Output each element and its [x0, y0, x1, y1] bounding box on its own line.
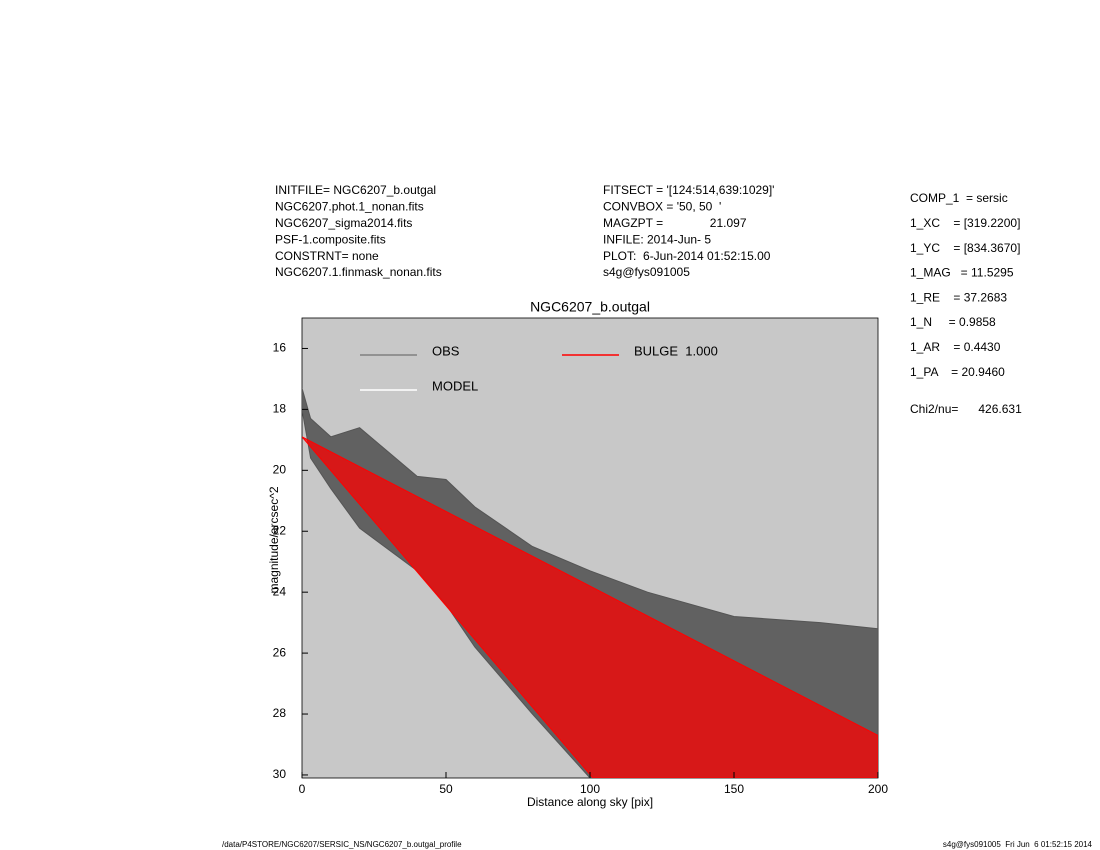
header-mid-line: MAGZPT = 21.097 [603, 216, 747, 230]
band-area [302, 436, 878, 778]
x-tick-label: 100 [580, 782, 600, 796]
header-left-line: NGC6207_sigma2014.fits [275, 216, 412, 230]
legend-label: OBS [432, 343, 460, 358]
footer-left: /data/P4STORE/NGC6207/SERSIC_NS/NGC6207_… [222, 840, 462, 849]
plot-data [302, 387, 878, 778]
x-tick-label: 200 [868, 782, 888, 796]
chart-title: NGC6207_b.outgal [530, 299, 650, 315]
header-mid-line: s4g@fys091005 [603, 265, 690, 279]
y-tick-label: 28 [273, 706, 287, 720]
param-line: 1_N = 0.9858 [910, 315, 996, 329]
y-tick-label: 24 [273, 584, 287, 598]
param-line: 1_YC = [834.3670] [910, 241, 1020, 255]
param-line: COMP_1 = sersic [910, 191, 1008, 205]
y-axis-label: magnitude/arcsec^2 [267, 486, 281, 593]
footer-right: s4g@fys091005 Fri Jun 6 01:52:15 2014 [943, 840, 1093, 849]
y-tick-label: 30 [273, 767, 287, 781]
header-left-line: NGC6207.phot.1_nonan.fits [275, 200, 424, 214]
y-tick-label: 20 [273, 462, 287, 476]
param-line: 1_AR = 0.4430 [910, 340, 1001, 354]
header-left-line: INITFILE= NGC6207_b.outgal [275, 183, 436, 197]
param-line: 1_MAG = 11.5295 [910, 266, 1014, 280]
y-tick-label: 16 [273, 341, 287, 355]
x-tick-label: 0 [299, 782, 306, 796]
param-line: 1_PA = 20.9460 [910, 365, 1005, 379]
header-mid-line: CONVBOX = '50, 50 ' [603, 200, 721, 214]
legend-label: BULGE 1.000 [634, 343, 718, 358]
x-tick-label: 150 [724, 782, 744, 796]
legend-label: MODEL [432, 378, 478, 393]
y-tick-label: 22 [273, 523, 287, 537]
header-mid-line: FITSECT = '[124:514,639:1029]' [603, 183, 774, 197]
header-left-line: PSF-1.composite.fits [275, 232, 386, 246]
param-line: 1_XC = [319.2200] [910, 216, 1020, 230]
y-tick-label: 26 [273, 645, 287, 659]
header-mid-line: INFILE: 2014-Jun- 5 [603, 232, 711, 246]
chi2: Chi2/nu= 426.631 [910, 402, 1022, 416]
x-axis-label: Distance along sky [pix] [527, 795, 653, 809]
header-left-line: CONSTRNT= none [275, 249, 379, 263]
y-tick-label: 18 [273, 402, 287, 416]
header-mid-line: PLOT: 6-Jun-2014 01:52:15.00 [603, 249, 771, 263]
x-tick-label: 50 [439, 782, 453, 796]
header-left-line: NGC6207.1.finmask_nonan.fits [275, 265, 442, 279]
param-line: 1_RE = 37.2683 [910, 290, 1007, 304]
